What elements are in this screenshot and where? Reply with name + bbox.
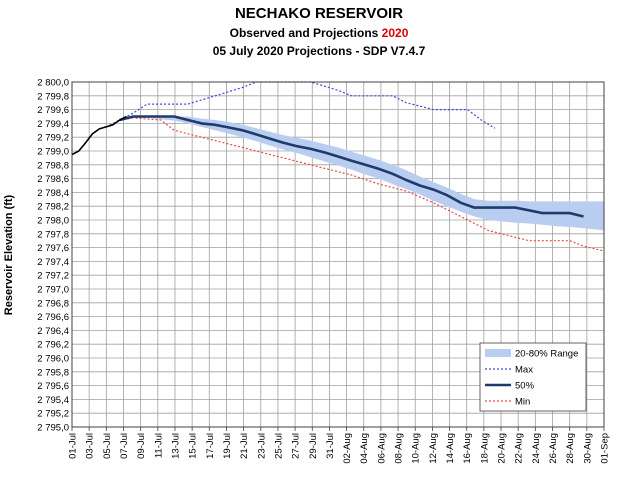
y-tick-label: 2 795,2 [37,409,69,420]
x-tick-label: 28-Aug [565,433,576,464]
observed-series-line [71,115,127,156]
x-tick-label: 25-Jul [273,433,284,459]
y-tick-label: 2 797,2 [37,271,69,282]
y-tick-label: 2 795,0 [37,423,69,434]
y-tick-label: 2 799,0 [37,147,69,158]
x-tick-label: 10-Aug [411,433,422,464]
x-tick-label: 12-Aug [428,433,439,464]
x-tick-label: 27-Jul [291,433,302,459]
y-tick-label: 2 799,4 [37,119,69,130]
x-tick-label: 01-Sep [600,433,611,464]
x-tick-label: 15-Jul [188,433,199,459]
x-tick-label: 06-Aug [376,433,387,464]
median-series-line [119,115,584,218]
x-tick-label: 01-Jul [68,433,79,459]
legend-label: 20-80% Range [515,349,578,360]
x-tick-label: 22-Aug [514,433,525,464]
chart-title-block: NECHAKO RESERVOIR Observed and Projectio… [0,4,638,60]
x-tick-label: 29-Jul [308,433,319,459]
y-tick-label: 2 798,8 [37,160,69,171]
chart-title: NECHAKO RESERVOIR [234,5,404,22]
plot-border [71,81,605,428]
x-tick-label: 24-Aug [531,433,542,464]
y-tick-label: 2 798,2 [37,202,69,213]
x-tick-label: 14-Aug [445,433,456,464]
subtitle-year: 2020 [381,26,409,40]
legend: 20-80% Range Max 50% Min [479,342,587,412]
x-tick-label: 04-Aug [359,433,370,464]
max-series-line [105,81,496,129]
y-tick-label: 2 795,4 [37,395,69,406]
x-tick-label: 20-Aug [497,433,508,464]
series-layer [71,81,605,252]
x-tick-label: 09-Jul [136,433,147,459]
legend-swatch-range [485,349,511,357]
y-tick-label: 2 798,0 [37,216,69,227]
x-tick-label: 16-Aug [462,433,473,464]
y-tick-label: 2 796,2 [37,340,69,351]
x-axis-ticks: 01-Jul 03-Jul 05-Jul 07-Jul 09-Jul 11-Jul 13-J… [68,427,611,464]
y-tick-label: 2 797,0 [37,285,69,296]
subtitle-text: Observed and Projections [229,26,382,40]
chart-subtitle: Observed and Projections 2020 [0,24,638,42]
x-tick-label: 23-Jul [256,433,267,459]
x-tick-label: 26-Aug [548,433,559,464]
x-tick-label: 13-Jul [170,433,181,459]
y-tick-label: 2 799,2 [37,133,69,144]
y-tick-label: 2 800,0 [37,78,69,89]
y-tick-label: 2 798,6 [37,174,69,185]
x-tick-label: 08-Aug [394,433,405,464]
range-20-80-band [133,116,604,231]
x-tick-label: 17-Jul [205,433,216,459]
y-tick-label: 2 795,8 [37,367,69,378]
min-series-line [119,117,605,252]
y-tick-label: 2 799,6 [37,105,69,116]
y-tick-label: 2 797,8 [37,229,69,240]
x-tick-label: 18-Aug [479,433,490,464]
legend-label: Max [515,365,533,376]
y-tick-label: 2 799,8 [37,91,69,102]
y-tick-label: 2 796,8 [37,298,69,309]
y-tick-label: 2 796,0 [37,354,69,365]
y-tick-label: 2 796,6 [37,312,69,323]
chart-subtitle-line2: 05 July 2020 Projections - SDP V7.4.7 [212,44,426,58]
x-tick-label: 05-Jul [102,433,113,459]
x-tick-label: 21-Jul [239,433,250,459]
y-axis-ticks: 2 795,0 2 795,2 2 795,4 2 795,6 2 795,8 2 796… [37,78,69,434]
y-tick-label: 2 798,4 [37,188,69,199]
legend-label: Min [515,397,530,408]
x-tick-label: 30-Aug [582,433,593,464]
x-tick-label: 31-Jul [325,433,336,459]
x-tick-label: 02-Aug [342,433,353,464]
x-tick-label: 07-Jul [119,433,130,459]
y-axis-label: Reservoir Elevation (ft) [3,194,15,315]
x-tick-label: 19-Jul [222,433,233,459]
legend-label: 50% [515,381,535,392]
y-tick-label: 2 795,6 [37,381,69,392]
y-tick-label: 2 797,4 [37,257,69,268]
x-tick-label: 11-Jul [153,433,164,458]
x-tick-label: 03-Jul [85,433,96,459]
y-tick-label: 2 797,6 [37,243,69,254]
y-tick-label: 2 796,4 [37,326,69,337]
